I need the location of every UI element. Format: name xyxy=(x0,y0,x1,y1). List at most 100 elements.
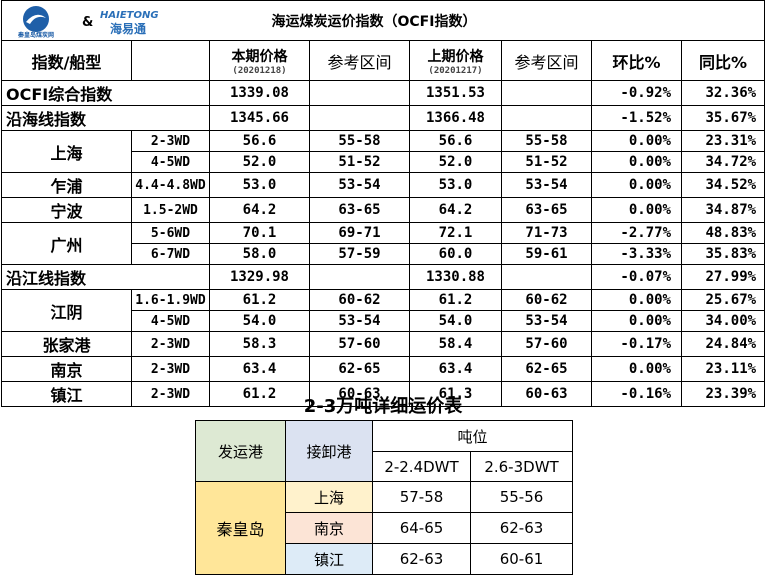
ship-size: 5-6WD xyxy=(131,222,210,244)
logo-cell: 秦皇岛煤炭网 & HAIETONG 海易通 xyxy=(1,0,210,41)
previous-range: 57-60 xyxy=(501,331,592,357)
yoy: 34.72% xyxy=(680,151,766,173)
yoy: 24.84% xyxy=(680,331,766,357)
price: 60-61 xyxy=(469,543,574,575)
port: 乍浦 xyxy=(1,172,132,198)
current-price: 63.4 xyxy=(209,356,310,382)
amp: & xyxy=(82,15,93,30)
current-range: 63-65 xyxy=(309,197,410,223)
current-price: 61.2 xyxy=(209,381,310,407)
ship-size: 1.6-1.9WD xyxy=(131,289,210,311)
title: 海运煤炭运价指数（OCFI指数） xyxy=(209,0,766,41)
previous-price: 61.3 xyxy=(409,381,502,407)
to-port: 南京 xyxy=(285,512,373,544)
empty-cell xyxy=(501,264,592,290)
current-price: 1329.98 xyxy=(209,264,310,290)
previous-price: 53.0 xyxy=(409,172,502,198)
mom: -0.92% xyxy=(591,80,682,106)
col-header-text: 上期价格 xyxy=(427,48,484,65)
yoy: 34.87% xyxy=(680,197,766,223)
from-header: 发运港 xyxy=(195,420,286,482)
yoy: 34.00% xyxy=(680,310,766,332)
index-name: 沿江线指数 xyxy=(1,264,210,290)
yoy: 35.67% xyxy=(680,105,766,131)
data-row: 宁波 1.5-2WD 64.2 63-65 64.2 63-65 0.00% 34.87% xyxy=(1,197,766,223)
index-name: 沿海线指数 xyxy=(1,105,210,131)
col-header: 同比% xyxy=(680,40,766,81)
col-header-text: 本期价格 xyxy=(231,48,288,65)
ship-size: 6-7WD xyxy=(131,243,210,265)
empty-cell xyxy=(501,105,592,131)
data-row: 江阴 1.6-1.9WD 61.2 60-62 61.2 60-62 0.00% 25.67% xyxy=(1,289,766,332)
ship-size: 2-3WD xyxy=(131,356,210,382)
ocfi-table: 秦皇岛煤炭网 & HAIETONG 海易通 海运煤炭运价指数（OCFI指数） 指… xyxy=(1,0,766,407)
port: 广州 xyxy=(1,222,132,265)
logo-circle xyxy=(23,5,49,32)
current-price: 64.2 xyxy=(209,197,310,223)
mom: 0.00% xyxy=(591,151,682,173)
yoy: 35.83% xyxy=(680,243,766,265)
table-body: 秦皇岛煤炭网 & HAIETONG 海易通 海运煤炭运价指数（OCFI指数） 指… xyxy=(1,0,766,407)
previous-range: 51-52 xyxy=(501,151,592,173)
previous-range: 59-61 xyxy=(501,243,592,265)
current-price: 53.0 xyxy=(209,172,310,198)
current-price: 1345.66 xyxy=(209,105,310,131)
to-port: 镇江 xyxy=(285,543,373,575)
data-row: 镇江 2-3WD 61.2 60-63 61.3 60-63 -0.16% 23.39% xyxy=(1,381,766,407)
current-price: 54.0 xyxy=(209,310,310,332)
yoy: 23.31% xyxy=(680,130,766,152)
mom: 0.00% xyxy=(591,310,682,332)
brand-en: HAIETONG xyxy=(100,10,159,21)
current-price: 58.0 xyxy=(209,243,310,265)
col-header-empty xyxy=(131,40,210,81)
previous-range: 60-63 xyxy=(501,381,592,407)
data-row: OCFI综合指数 1339.08 1351.53 -0.92% 32.36% xyxy=(1,80,766,106)
current-range: 60-63 xyxy=(309,381,410,407)
data-row: 上海 2-3WD 56.6 55-58 56.6 55-58 0.00% 23.31% xyxy=(1,130,766,173)
mom: 0.00% xyxy=(591,356,682,382)
previous-range: 55-58 xyxy=(501,130,592,152)
logo-wave xyxy=(26,14,46,24)
price: 64-65 xyxy=(372,512,471,544)
current-price: 1339.08 xyxy=(209,80,310,106)
current-price: 70.1 xyxy=(209,222,310,244)
header-row: 指数/船型 本期价格 (20201218) 参考区间 上期价格 (20201217)… xyxy=(1,40,766,81)
col-header: 参考区间 xyxy=(501,40,592,81)
col-header: 上期价格 (20201217) xyxy=(409,40,502,81)
col-date: (20201218) xyxy=(232,65,287,76)
col-header: 环比% xyxy=(591,40,682,81)
col-header: 参考区间 xyxy=(309,40,410,81)
current-range: 57-59 xyxy=(309,243,410,265)
port: 宁波 xyxy=(1,197,132,223)
current-range: 53-54 xyxy=(309,172,410,198)
previous-price: 72.1 xyxy=(409,222,502,244)
data-row: 沿海线指数 1345.66 1366.48 -1.52% 35.67% xyxy=(1,105,766,131)
previous-range: 71-73 xyxy=(501,222,592,244)
tonnage-header: 吨位 xyxy=(371,420,574,452)
yoy: 32.36% xyxy=(680,80,766,106)
current-range: 57-60 xyxy=(309,331,410,357)
previous-price: 52.0 xyxy=(409,151,502,173)
mom: 0.00% xyxy=(591,130,682,152)
current-range: 62-65 xyxy=(309,356,410,382)
previous-range: 62-65 xyxy=(501,356,592,382)
current-range: 60-62 xyxy=(309,289,410,311)
empty-cell xyxy=(309,80,410,106)
ship-size: 4.4-4.8WD xyxy=(131,172,210,198)
data-row: 南京 2-3WD 63.4 62-65 63.4 62-65 0.00% 23.11% xyxy=(1,356,766,382)
current-price: 56.6 xyxy=(209,130,310,152)
previous-price: 58.4 xyxy=(409,331,502,357)
logos: 秦皇岛煤炭网 & HAIETONG 海易通 xyxy=(17,5,159,39)
yoy: 23.11% xyxy=(680,356,766,382)
current-price: 58.3 xyxy=(209,331,310,357)
from-port: 秦皇岛 xyxy=(195,481,286,575)
detail-header-row: 发运港 接卸港 吨位 xyxy=(195,420,574,482)
index-name: OCFI综合指数 xyxy=(1,80,210,106)
mom: 0.00% xyxy=(591,197,682,223)
current-price: 61.2 xyxy=(209,289,310,311)
yoy: 23.39% xyxy=(680,381,766,407)
previous-price: 1351.53 xyxy=(409,80,502,106)
previous-range: 63-65 xyxy=(501,197,592,223)
mom: -3.33% xyxy=(591,243,682,265)
tonnage: 2.6-3DWT xyxy=(469,451,574,482)
